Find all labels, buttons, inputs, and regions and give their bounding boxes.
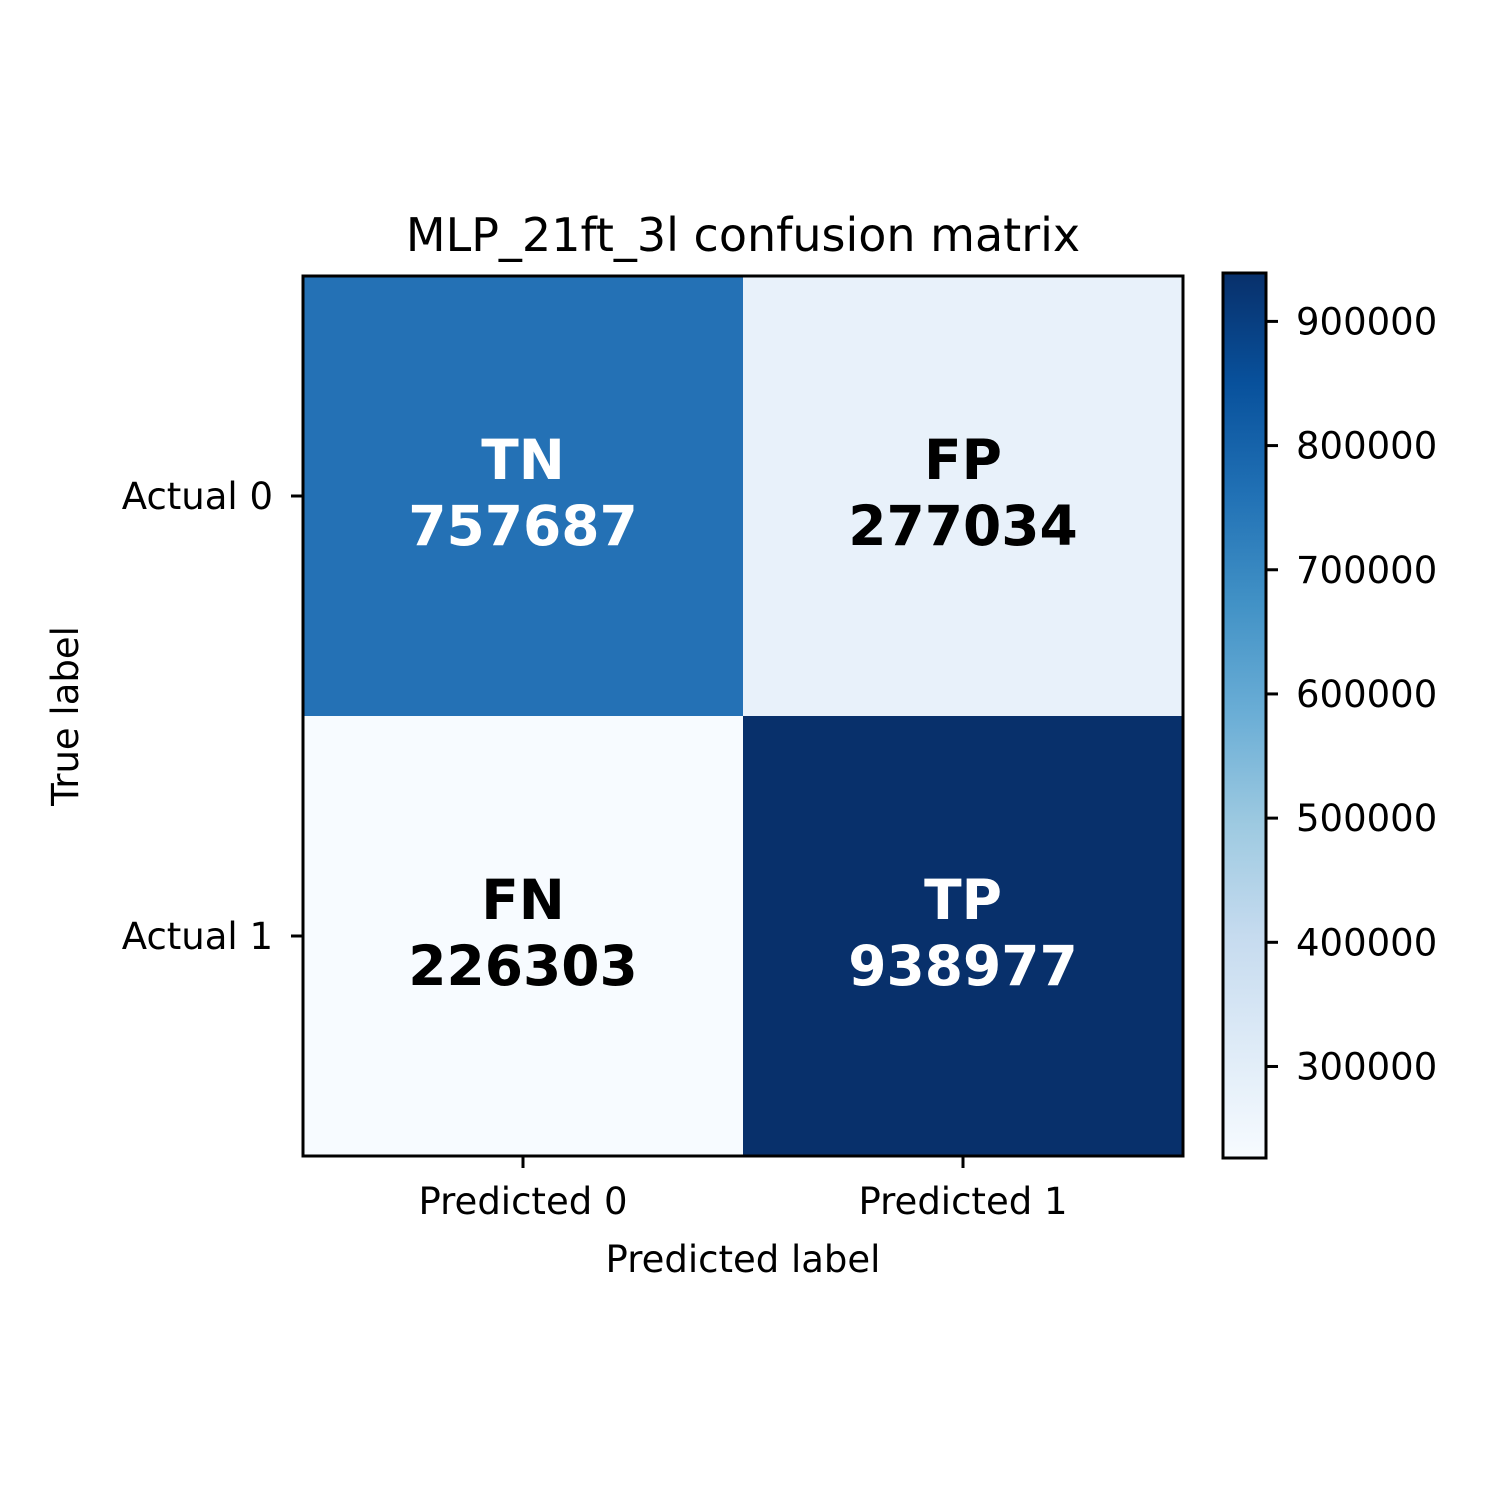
cell-label-fn: FN bbox=[481, 868, 565, 932]
x-axis-ticks: Predicted 0 Predicted 1 bbox=[419, 1156, 1068, 1223]
x-tick-label: Predicted 1 bbox=[859, 1180, 1068, 1223]
y-tick-label: Actual 1 bbox=[122, 915, 273, 958]
colorbar bbox=[1221, 271, 1268, 1160]
cell-label-fp: FP bbox=[924, 428, 1002, 492]
chart-title: MLP_21ft_3l confusion matrix bbox=[406, 208, 1080, 262]
colorbar-tick-label: 500000 bbox=[1296, 797, 1437, 840]
cell-value-tp: 938977 bbox=[848, 934, 1078, 998]
cell-value-tn: 757687 bbox=[408, 494, 638, 558]
colorbar-ticks: 300000 400000 500000 600000 700000 800000 9000… bbox=[1266, 300, 1437, 1088]
y-axis-ticks: Actual 0 Actual 1 bbox=[122, 475, 303, 958]
colorbar-tick-label: 600000 bbox=[1296, 673, 1437, 716]
heatmap-cell-fn bbox=[303, 716, 743, 1156]
y-tick-label: Actual 0 bbox=[122, 475, 273, 518]
plot-frame bbox=[301, 274, 1185, 1158]
colorbar-tick-label: 400000 bbox=[1296, 921, 1437, 964]
cell-value-fp: 277034 bbox=[848, 494, 1078, 558]
x-axis-label: Predicted label bbox=[606, 1238, 881, 1281]
cell-label-tn: TN bbox=[481, 428, 565, 492]
colorbar-tick-label: 900000 bbox=[1296, 300, 1437, 343]
heatmap-cell-fp bbox=[743, 276, 1183, 716]
y-axis-label: True label bbox=[44, 626, 87, 807]
colorbar-tick-label: 800000 bbox=[1296, 425, 1437, 468]
cell-label-tp: TP bbox=[924, 868, 1002, 932]
colorbar-tick-label: 300000 bbox=[1296, 1045, 1437, 1088]
heatmap-cell-tn bbox=[303, 276, 743, 716]
heatmap-cell-tp bbox=[743, 716, 1183, 1156]
cell-value-fn: 226303 bbox=[408, 934, 638, 998]
x-tick-label: Predicted 0 bbox=[419, 1180, 628, 1223]
colorbar-tick-label: 700000 bbox=[1296, 549, 1437, 592]
